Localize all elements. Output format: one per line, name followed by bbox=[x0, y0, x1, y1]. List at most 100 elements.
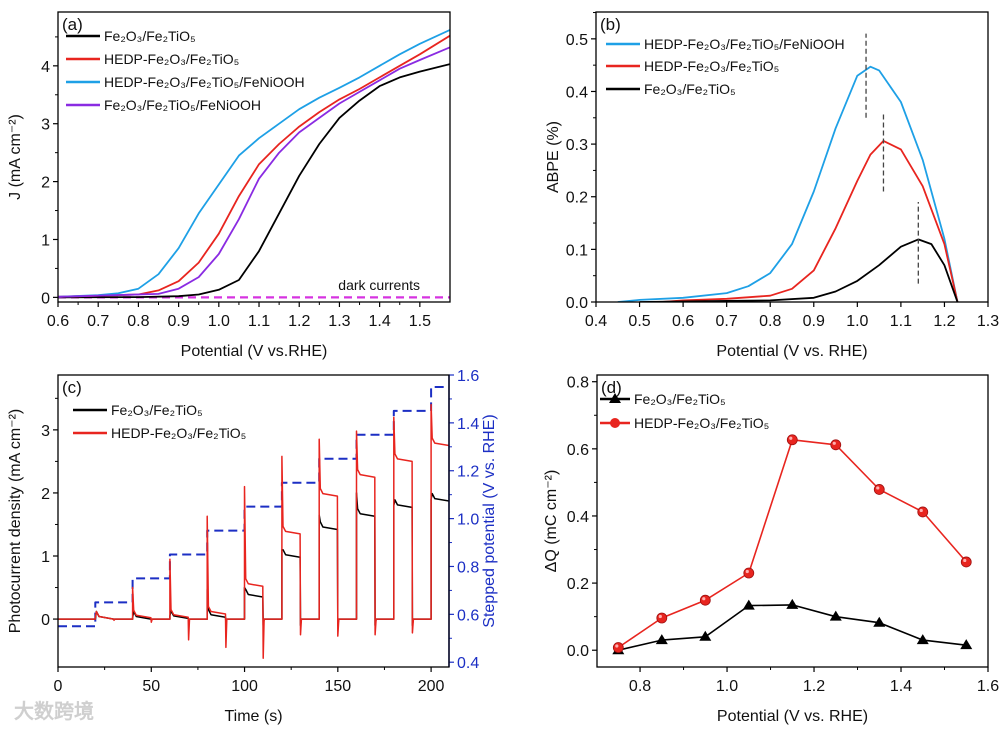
circle-marker-highlight bbox=[832, 441, 836, 445]
y2-tick-label: 1.4 bbox=[457, 416, 479, 433]
series-line-2 bbox=[639, 238, 959, 302]
x-tick-label: 1.3 bbox=[328, 313, 350, 330]
series-line-1 bbox=[58, 403, 449, 659]
triangle-marker bbox=[699, 630, 712, 641]
x-tick-label: 100 bbox=[231, 678, 258, 695]
x-tick-label: 0.8 bbox=[127, 313, 149, 330]
x-tick-label: 1.2 bbox=[803, 678, 825, 695]
triangle-marker bbox=[873, 616, 886, 627]
watermark: 大数跨境 bbox=[14, 699, 94, 723]
x-tick-label: 1.2 bbox=[933, 313, 955, 330]
legend: Fe₂O₃/Fe₂TiO₅ HEDP-Fe₂O₃/Fe₂TiO₅ bbox=[73, 402, 246, 441]
legend-label: Fe₂O₃/Fe₂TiO₅ bbox=[644, 81, 736, 97]
y2-tick-label: 0.4 bbox=[457, 655, 479, 672]
circle-marker bbox=[830, 439, 842, 451]
plot-area bbox=[617, 439, 967, 651]
x-tick-label: 0.9 bbox=[167, 313, 189, 330]
legend-label: HEDP-Fe₂O₃/Fe₂TiO₅ bbox=[104, 51, 239, 67]
y-tick-label: 0.2 bbox=[566, 190, 588, 207]
x-tick-label: 1.6 bbox=[977, 678, 999, 695]
x-tick-label: 1.0 bbox=[716, 678, 738, 695]
x-axis-label: Potential (V vs. RHE) bbox=[716, 343, 867, 360]
x-tick-label: 0.5 bbox=[628, 313, 650, 330]
x-axis-label: Potential (V vs.RHE) bbox=[181, 343, 328, 360]
panel-label: (d) bbox=[601, 378, 622, 397]
circle-marker-highlight bbox=[658, 614, 662, 619]
triangle-marker bbox=[829, 610, 842, 621]
y-tick-label: 1 bbox=[41, 232, 50, 249]
circle-marker bbox=[743, 567, 755, 579]
panel-a: 0.6 0.7 0.8 0.9 1.0 1.1 1.2 1.3 1.4 1.5 0 1 2 3 4 Poten… bbox=[7, 11, 451, 360]
y-tick-label: 0 bbox=[41, 290, 50, 307]
triangle-marker bbox=[786, 598, 799, 609]
x-tick-label: 0.6 bbox=[47, 313, 69, 330]
circle-marker bbox=[612, 642, 624, 653]
series-line-2 bbox=[58, 29, 450, 298]
stepped-potential-line bbox=[58, 386, 449, 628]
triangle-marker bbox=[655, 634, 668, 645]
y-tick-label: 0.3 bbox=[566, 137, 588, 154]
plot-frame bbox=[596, 374, 989, 668]
circle-marker-highlight bbox=[876, 486, 880, 490]
legend-label: Fe₂O₃/Fe₂TiO₅ bbox=[634, 391, 726, 407]
triangle-marker bbox=[960, 639, 973, 650]
circle-marker-highlight bbox=[702, 597, 706, 601]
plot-area bbox=[58, 386, 449, 659]
legend-label: HEDP-Fe₂O₃/Fe₂TiO₅/FeNiOOH bbox=[644, 36, 845, 52]
y-tick-label: 3 bbox=[41, 117, 50, 134]
legend-label: HEDP-Fe₂O₃/Fe₂TiO₅ bbox=[111, 425, 246, 441]
x-tick-label: 1.4 bbox=[890, 678, 912, 695]
legend-label: HEDP-Fe₂O₃/Fe₂TiO₅ bbox=[644, 58, 779, 74]
panel-d: 0.8 1.0 1.2 1.4 1.6 0.0 0.2 0.4 0.6 0.8 Potential … bbox=[543, 374, 999, 725]
circle-marker-highlight bbox=[745, 569, 749, 574]
y-tick-label: 0.4 bbox=[566, 84, 588, 101]
legend-label: HEDP-Fe₂O₃/Fe₂TiO₅ bbox=[634, 415, 769, 431]
y2-tick-label: 1.0 bbox=[457, 512, 479, 529]
x-tick-label: 1.0 bbox=[208, 313, 230, 330]
dark-currents-annotation: dark currents bbox=[338, 277, 420, 293]
circle-marker bbox=[699, 594, 711, 606]
x-tick-label: 150 bbox=[324, 678, 351, 695]
x-tick-label: 0.7 bbox=[716, 313, 738, 330]
y-tick-label: 1 bbox=[41, 549, 50, 566]
x-tick-label: 0.8 bbox=[759, 313, 781, 330]
y2-tick-label: 0.6 bbox=[457, 607, 479, 624]
y-axis-label: Photocurrent density (mA cm⁻²) bbox=[7, 409, 24, 634]
series-line-0 bbox=[58, 492, 449, 627]
triangle-marker bbox=[916, 634, 929, 645]
panel-label: (a) bbox=[62, 15, 83, 34]
x-tick-label: 200 bbox=[418, 678, 445, 695]
y-tick-label: 0.8 bbox=[567, 375, 589, 392]
legend-label: HEDP-Fe₂O₃/Fe₂TiO₅/FeNiOOH bbox=[104, 74, 305, 90]
x-axis-label: Potential (V vs. RHE) bbox=[717, 708, 868, 725]
legend: Fe₂O₃/Fe₂TiO₅ HEDP-Fe₂O₃/Fe₂TiO₅ HEDP-Fe₂O… bbox=[66, 28, 305, 113]
circle-marker-highlight bbox=[789, 436, 793, 440]
series-line-1 bbox=[661, 140, 959, 302]
y-tick-label: 0.0 bbox=[567, 643, 589, 660]
x-tick-label: 0.9 bbox=[803, 313, 825, 330]
plot-frame bbox=[57, 374, 450, 668]
circle-marker bbox=[960, 556, 972, 568]
panel-c: 0 50 100 150 200 0 1 2 3 Time (s) Photocurrent den… bbox=[7, 368, 498, 725]
legend-label: Fe₂O₃/Fe₂TiO₅/FeNiOOH bbox=[104, 97, 261, 113]
panel-label: (c) bbox=[62, 378, 82, 397]
legend-triangle-marker bbox=[609, 393, 621, 403]
y-tick-label: 3 bbox=[41, 423, 50, 440]
triangle-marker bbox=[742, 599, 755, 610]
x-tick-label: 50 bbox=[142, 678, 160, 695]
series-line-0 bbox=[618, 604, 967, 651]
y-tick-label: 2 bbox=[41, 486, 50, 503]
x-tick-label: 0.7 bbox=[87, 313, 109, 330]
x-tick-label: 1.5 bbox=[409, 313, 431, 330]
x-tick-label: 0.8 bbox=[629, 678, 651, 695]
y-tick-label: 0.6 bbox=[567, 442, 589, 459]
x-tick-label: 0.6 bbox=[672, 313, 694, 330]
x-tick-label: 1.2 bbox=[288, 313, 310, 330]
series-line-3 bbox=[58, 46, 450, 298]
y-tick-label: 0.2 bbox=[567, 576, 589, 593]
y-axis-label: ABPE (%) bbox=[545, 121, 562, 193]
legend: HEDP-Fe₂O₃/Fe₂TiO₅/FeNiOOH HEDP-Fe₂O₃/Fe₂… bbox=[606, 36, 845, 97]
circle-marker bbox=[656, 612, 668, 624]
x-tick-label: 0 bbox=[54, 678, 63, 695]
y-tick-label: 0 bbox=[41, 612, 50, 629]
